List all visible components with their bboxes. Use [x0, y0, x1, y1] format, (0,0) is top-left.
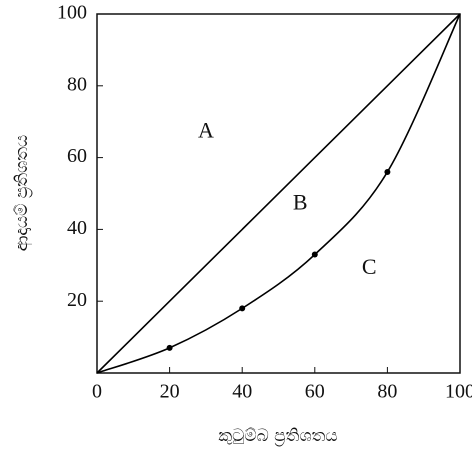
- point-marker: [384, 169, 390, 175]
- x-tick-label: 20: [160, 381, 180, 403]
- point-marker: [239, 305, 245, 311]
- x-tick-label: 60: [305, 381, 325, 403]
- region-label: C: [362, 254, 377, 279]
- region-label: A: [198, 118, 214, 143]
- point-marker: [167, 345, 173, 351]
- y-tick-label: 20: [67, 289, 87, 311]
- region-label: B: [293, 189, 308, 214]
- x-tick-label: 80: [377, 381, 397, 403]
- chart: කුටුම්බ ප්‍රතිශතය ආදායම් ප්‍රතිශතය 0 20 40…: [0, 0, 472, 450]
- x-tick-label: 100: [445, 381, 472, 403]
- y-axis-label: ආදායම් ප්‍රතිශතය: [12, 135, 33, 252]
- x-tick-label: 0: [92, 381, 102, 403]
- y-tick-label: 60: [67, 145, 87, 167]
- x-tick-label: 40: [232, 381, 252, 403]
- y-tick-label: 100: [57, 2, 87, 24]
- y-tick-label: 40: [67, 217, 87, 239]
- series-line: [97, 14, 460, 373]
- y-tick-label: 80: [67, 73, 87, 95]
- point-marker: [312, 252, 318, 258]
- x-axis-label: කුටුම්බ ප්‍රතිශතය: [218, 426, 337, 446]
